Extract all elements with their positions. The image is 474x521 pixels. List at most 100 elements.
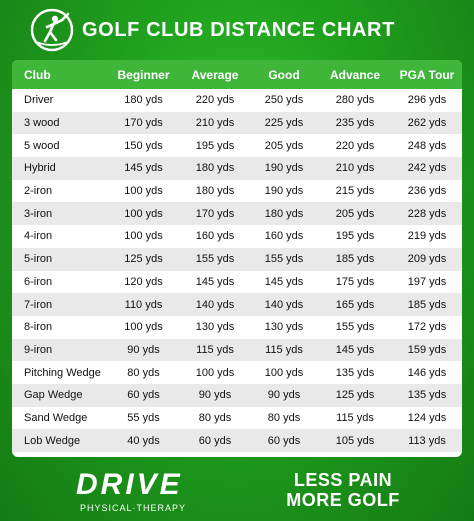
- club-name-cell: Lob Wedge: [12, 429, 107, 452]
- club-name-cell: 7-iron: [12, 293, 107, 316]
- club-name-cell: 9-iron: [12, 338, 107, 362]
- distance-cell: 220 yds: [180, 89, 250, 112]
- distance-cell: 130 yds: [180, 315, 250, 339]
- club-name-cell: 2-iron: [12, 179, 107, 203]
- slogan-line-2: MORE GOLF: [286, 490, 400, 510]
- brand-subtitle: PHYSICAL·THERAPY: [80, 503, 187, 513]
- table-row: Lob Wedge 40 yds 60 yds 60 yds 105 yds 113 yd…: [12, 429, 462, 452]
- distance-cell: 80 yds: [250, 406, 318, 430]
- distance-cell: 120 yds: [107, 270, 180, 294]
- distance-cell: 190 yds: [250, 157, 318, 180]
- distance-cell: 115 yds: [318, 406, 392, 430]
- distance-cell: 105 yds: [318, 429, 392, 452]
- table-row: 5 wood 150 yds 195 yds 205 yds 220 yds 248 yd…: [12, 134, 462, 158]
- distance-cell: 145 yds: [318, 338, 392, 362]
- distance-cell: 235 yds: [318, 111, 392, 135]
- table-row: 3 wood 170 yds 210 yds 225 yds 235 yds 262 yd…: [12, 111, 462, 135]
- distance-cell: 209 yds: [392, 247, 462, 271]
- table-body: Driver 180 yds 220 yds 250 yds 280 yds 296 yd…: [12, 89, 462, 452]
- column-header-beginner: Beginner: [107, 60, 180, 89]
- table-row: 2-iron 100 yds 180 yds 190 yds 215 yds 236 yd…: [12, 179, 462, 203]
- distance-cell: 100 yds: [107, 225, 180, 248]
- distance-cell: 220 yds: [318, 134, 392, 158]
- distance-cell: 185 yds: [392, 293, 462, 316]
- distance-table-panel: Club Beginner Average Good Advance PGA T…: [12, 60, 462, 457]
- distance-cell: 280 yds: [318, 89, 392, 112]
- distance-cell: 145 yds: [250, 270, 318, 294]
- distance-cell: 125 yds: [107, 247, 180, 271]
- distance-cell: 146 yds: [392, 361, 462, 384]
- distance-cell: 228 yds: [392, 202, 462, 226]
- club-name-cell: 3-iron: [12, 202, 107, 226]
- distance-cell: 145 yds: [107, 157, 180, 180]
- club-name-cell: 8-iron: [12, 315, 107, 339]
- club-name-cell: Pitching Wedge: [12, 361, 107, 384]
- table-row: Pitching Wedge 80 yds 100 yds 100 yds 135 yd…: [12, 361, 462, 384]
- distance-cell: 205 yds: [250, 134, 318, 158]
- distance-cell: 115 yds: [250, 338, 318, 362]
- distance-cell: 180 yds: [250, 202, 318, 226]
- distance-cell: 248 yds: [392, 134, 462, 158]
- brand-logo-text: DRIVE: [76, 468, 183, 501]
- table-row: 7-iron 110 yds 140 yds 140 yds 165 yds 185 yd…: [12, 293, 462, 316]
- distance-cell: 140 yds: [180, 293, 250, 316]
- distance-cell: 205 yds: [318, 202, 392, 226]
- club-name-cell: 5 wood: [12, 134, 107, 158]
- distance-cell: 165 yds: [318, 293, 392, 316]
- distance-cell: 242 yds: [392, 157, 462, 180]
- table-row: 9-iron 90 yds 115 yds 115 yds 145 yds 159 yds: [12, 338, 462, 362]
- distance-cell: 175 yds: [318, 270, 392, 294]
- distance-cell: 125 yds: [318, 383, 392, 407]
- table-row: 5-iron 125 yds 155 yds 155 yds 185 yds 209 yd…: [12, 247, 462, 271]
- club-name-cell: 3 wood: [12, 111, 107, 135]
- distance-cell: 170 yds: [180, 202, 250, 226]
- distance-cell: 172 yds: [392, 315, 462, 339]
- distance-cell: 160 yds: [250, 225, 318, 248]
- footer: DRIVE PHYSICAL·THERAPY LESS PAIN MORE GO…: [0, 460, 474, 521]
- distance-cell: 100 yds: [107, 202, 180, 226]
- page-title: GOLF CLUB DISTANCE CHART: [82, 19, 395, 41]
- distance-cell: 195 yds: [318, 225, 392, 248]
- distance-cell: 236 yds: [392, 179, 462, 203]
- column-header-good: Good: [250, 60, 318, 89]
- distance-cell: 155 yds: [180, 247, 250, 271]
- distance-cell: 210 yds: [318, 157, 392, 180]
- table-row: 4-iron 100 yds 160 yds 160 yds 195 yds 219 yd…: [12, 225, 462, 248]
- distance-cell: 100 yds: [180, 361, 250, 384]
- distance-cell: 124 yds: [392, 406, 462, 430]
- distance-cell: 40 yds: [107, 429, 180, 452]
- distance-cell: 135 yds: [318, 361, 392, 384]
- distance-cell: 190 yds: [250, 179, 318, 203]
- column-header-pga-tour: PGA Tour: [392, 60, 462, 89]
- distance-cell: 180 yds: [180, 157, 250, 180]
- distance-cell: 170 yds: [107, 111, 180, 135]
- table-row: 8-iron 100 yds 130 yds 130 yds 155 yds 172 yd…: [12, 315, 462, 339]
- distance-cell: 195 yds: [180, 134, 250, 158]
- distance-cell: 140 yds: [250, 293, 318, 316]
- distance-cell: 110 yds: [107, 293, 180, 316]
- club-name-cell: Gap Wedge: [12, 383, 107, 407]
- distance-cell: 225 yds: [250, 111, 318, 135]
- distance-cell: 197 yds: [392, 270, 462, 294]
- column-header-advance: Advance: [318, 60, 392, 89]
- distance-cell: 113 yds: [392, 429, 462, 452]
- distance-cell: 159 yds: [392, 338, 462, 362]
- table-row: 6-iron 120 yds 145 yds 145 yds 175 yds 197 yd…: [12, 270, 462, 294]
- distance-table: Club Beginner Average Good Advance PGA T…: [12, 60, 462, 452]
- slogan: LESS PAIN MORE GOLF: [273, 470, 413, 510]
- distance-cell: 180 yds: [107, 89, 180, 112]
- distance-cell: 60 yds: [180, 429, 250, 452]
- distance-cell: 210 yds: [180, 111, 250, 135]
- table-row: Sand Wedge 55 yds 80 yds 80 yds 115 yds 124 y…: [12, 406, 462, 430]
- table-row: Gap Wedge 60 yds 90 yds 90 yds 125 yds 135 yd…: [12, 383, 462, 407]
- distance-cell: 145 yds: [180, 270, 250, 294]
- distance-cell: 60 yds: [107, 383, 180, 407]
- distance-cell: 60 yds: [250, 429, 318, 452]
- table-row: Driver 180 yds 220 yds 250 yds 280 yds 296 yd…: [12, 89, 462, 112]
- distance-cell: 160 yds: [180, 225, 250, 248]
- distance-cell: 90 yds: [107, 338, 180, 362]
- distance-cell: 130 yds: [250, 315, 318, 339]
- distance-cell: 90 yds: [180, 383, 250, 407]
- table-row: 3-iron 100 yds 170 yds 180 yds 205 yds 228 yd…: [12, 202, 462, 226]
- club-name-cell: Driver: [12, 89, 107, 112]
